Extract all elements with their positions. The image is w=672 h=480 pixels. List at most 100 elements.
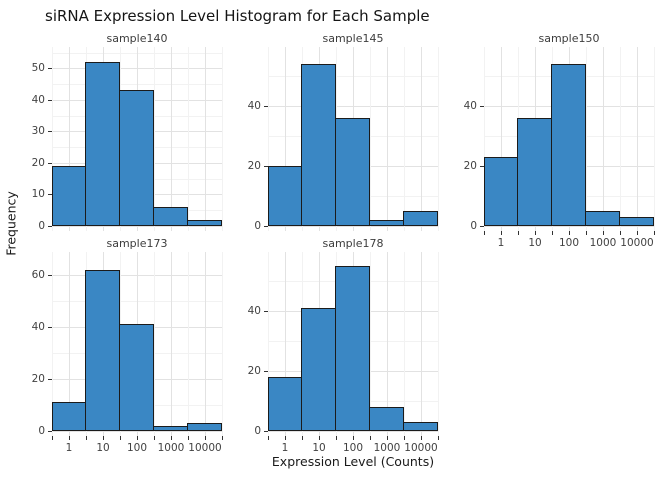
x-tick-label: 100 xyxy=(126,442,148,454)
x-tick-mark xyxy=(205,436,206,440)
gridline-major xyxy=(637,47,638,231)
y-tick-mark xyxy=(480,226,484,227)
gridline-minor xyxy=(370,47,371,231)
facet-title: sample145 xyxy=(322,32,384,45)
gridline-minor xyxy=(52,252,53,436)
x-tick-mark xyxy=(120,436,121,440)
x-tick-mark xyxy=(52,436,53,440)
facet-title: sample150 xyxy=(538,32,600,45)
gridline-major xyxy=(69,252,70,436)
y-tick-label: 30 xyxy=(31,125,45,138)
histogram-bar xyxy=(301,64,336,226)
x-tick-mark xyxy=(188,436,189,440)
y-tick-label: 50 xyxy=(31,62,45,75)
y-tick-mark xyxy=(48,68,52,70)
x-tick-label: 10000 xyxy=(620,237,654,249)
histogram-bar xyxy=(119,324,154,431)
x-tick-mark xyxy=(535,231,536,235)
histogram-bar xyxy=(119,90,154,226)
histogram-bar xyxy=(85,62,120,226)
y-tick-mark xyxy=(48,274,52,276)
x-tick-mark xyxy=(518,231,519,235)
y-tick-mark xyxy=(264,226,268,227)
y-tick-mark xyxy=(48,99,52,101)
y-tick-mark xyxy=(48,226,52,227)
x-tick-mark xyxy=(620,231,621,235)
x-tick-mark xyxy=(103,436,104,440)
histogram-bar xyxy=(187,423,222,431)
x-tick-mark xyxy=(637,231,638,235)
gridline-minor xyxy=(438,47,439,231)
gridline-major xyxy=(285,47,286,231)
y-tick-mark xyxy=(48,194,52,196)
facet-title: sample173 xyxy=(106,237,168,250)
x-tick-mark xyxy=(336,436,337,440)
y-tick-mark xyxy=(48,326,52,328)
x-tick-mark xyxy=(86,436,87,440)
x-tick-mark xyxy=(484,231,485,235)
chart-title: siRNA Expression Level Histogram for Eac… xyxy=(45,7,430,25)
gridline-major xyxy=(285,252,286,436)
y-tick-label: 10 xyxy=(31,188,45,201)
gridline-major xyxy=(387,252,388,436)
gridline-major xyxy=(387,47,388,231)
x-tick-mark xyxy=(285,436,286,440)
gridline-minor xyxy=(620,47,621,231)
gridline-minor xyxy=(404,252,405,436)
gridline-minor xyxy=(484,47,485,231)
y-tick-mark xyxy=(48,378,52,380)
y-tick-label: 0 xyxy=(254,219,261,232)
gridline-major xyxy=(501,47,502,231)
gridline-major xyxy=(205,252,206,436)
y-tick-mark xyxy=(48,431,52,432)
histogram-bar xyxy=(85,269,120,431)
y-tick-label: 20 xyxy=(247,159,261,172)
gridline-minor xyxy=(154,252,155,436)
x-tick-mark xyxy=(603,231,604,235)
gridline-major xyxy=(171,47,172,231)
y-tick-label: 0 xyxy=(470,219,477,232)
gridline-minor xyxy=(222,252,223,436)
gridline-minor xyxy=(404,47,405,231)
y-tick-label: 40 xyxy=(247,304,261,317)
y-tick-label: 20 xyxy=(463,159,477,172)
y-tick-mark xyxy=(480,106,484,108)
x-tick-mark xyxy=(268,436,269,440)
x-tick-mark xyxy=(501,231,502,235)
y-tick-label: 0 xyxy=(38,219,45,232)
y-tick-mark xyxy=(264,311,268,313)
gridline-major xyxy=(171,252,172,436)
x-tick-label: 100 xyxy=(558,237,580,249)
gridline-minor xyxy=(222,47,223,231)
y-tick-mark xyxy=(48,131,52,133)
facet-title: sample140 xyxy=(106,32,168,45)
y-tick-label: 20 xyxy=(31,372,45,385)
y-tick-label: 40 xyxy=(31,93,45,106)
y-tick-mark xyxy=(264,106,268,108)
y-tick-mark xyxy=(264,166,268,168)
y-tick-mark xyxy=(264,431,268,432)
x-tick-mark xyxy=(421,436,422,440)
x-tick-mark xyxy=(302,436,303,440)
y-tick-label: 20 xyxy=(31,156,45,169)
x-tick-mark xyxy=(654,231,655,235)
facet-panel-sample145 xyxy=(268,47,439,231)
x-tick-label: 10 xyxy=(528,237,542,249)
histogram-bar xyxy=(403,211,438,226)
facet-panel-sample178 xyxy=(268,252,439,436)
x-tick-label: 1 xyxy=(497,237,505,249)
x-tick-label: 1000 xyxy=(373,442,401,454)
gridline-minor xyxy=(438,252,439,436)
x-tick-mark xyxy=(222,436,223,440)
histogram-bar xyxy=(187,219,222,226)
histogram-bar xyxy=(369,220,404,226)
y-tick-label: 60 xyxy=(31,268,45,281)
y-tick-label: 40 xyxy=(463,99,477,112)
histogram-bar xyxy=(335,118,370,226)
gridline-minor xyxy=(188,252,189,436)
y-tick-label: 40 xyxy=(31,320,45,333)
x-tick-mark xyxy=(404,436,405,440)
x-tick-mark xyxy=(552,231,553,235)
x-tick-mark xyxy=(353,436,354,440)
histogram-bar xyxy=(403,422,438,431)
